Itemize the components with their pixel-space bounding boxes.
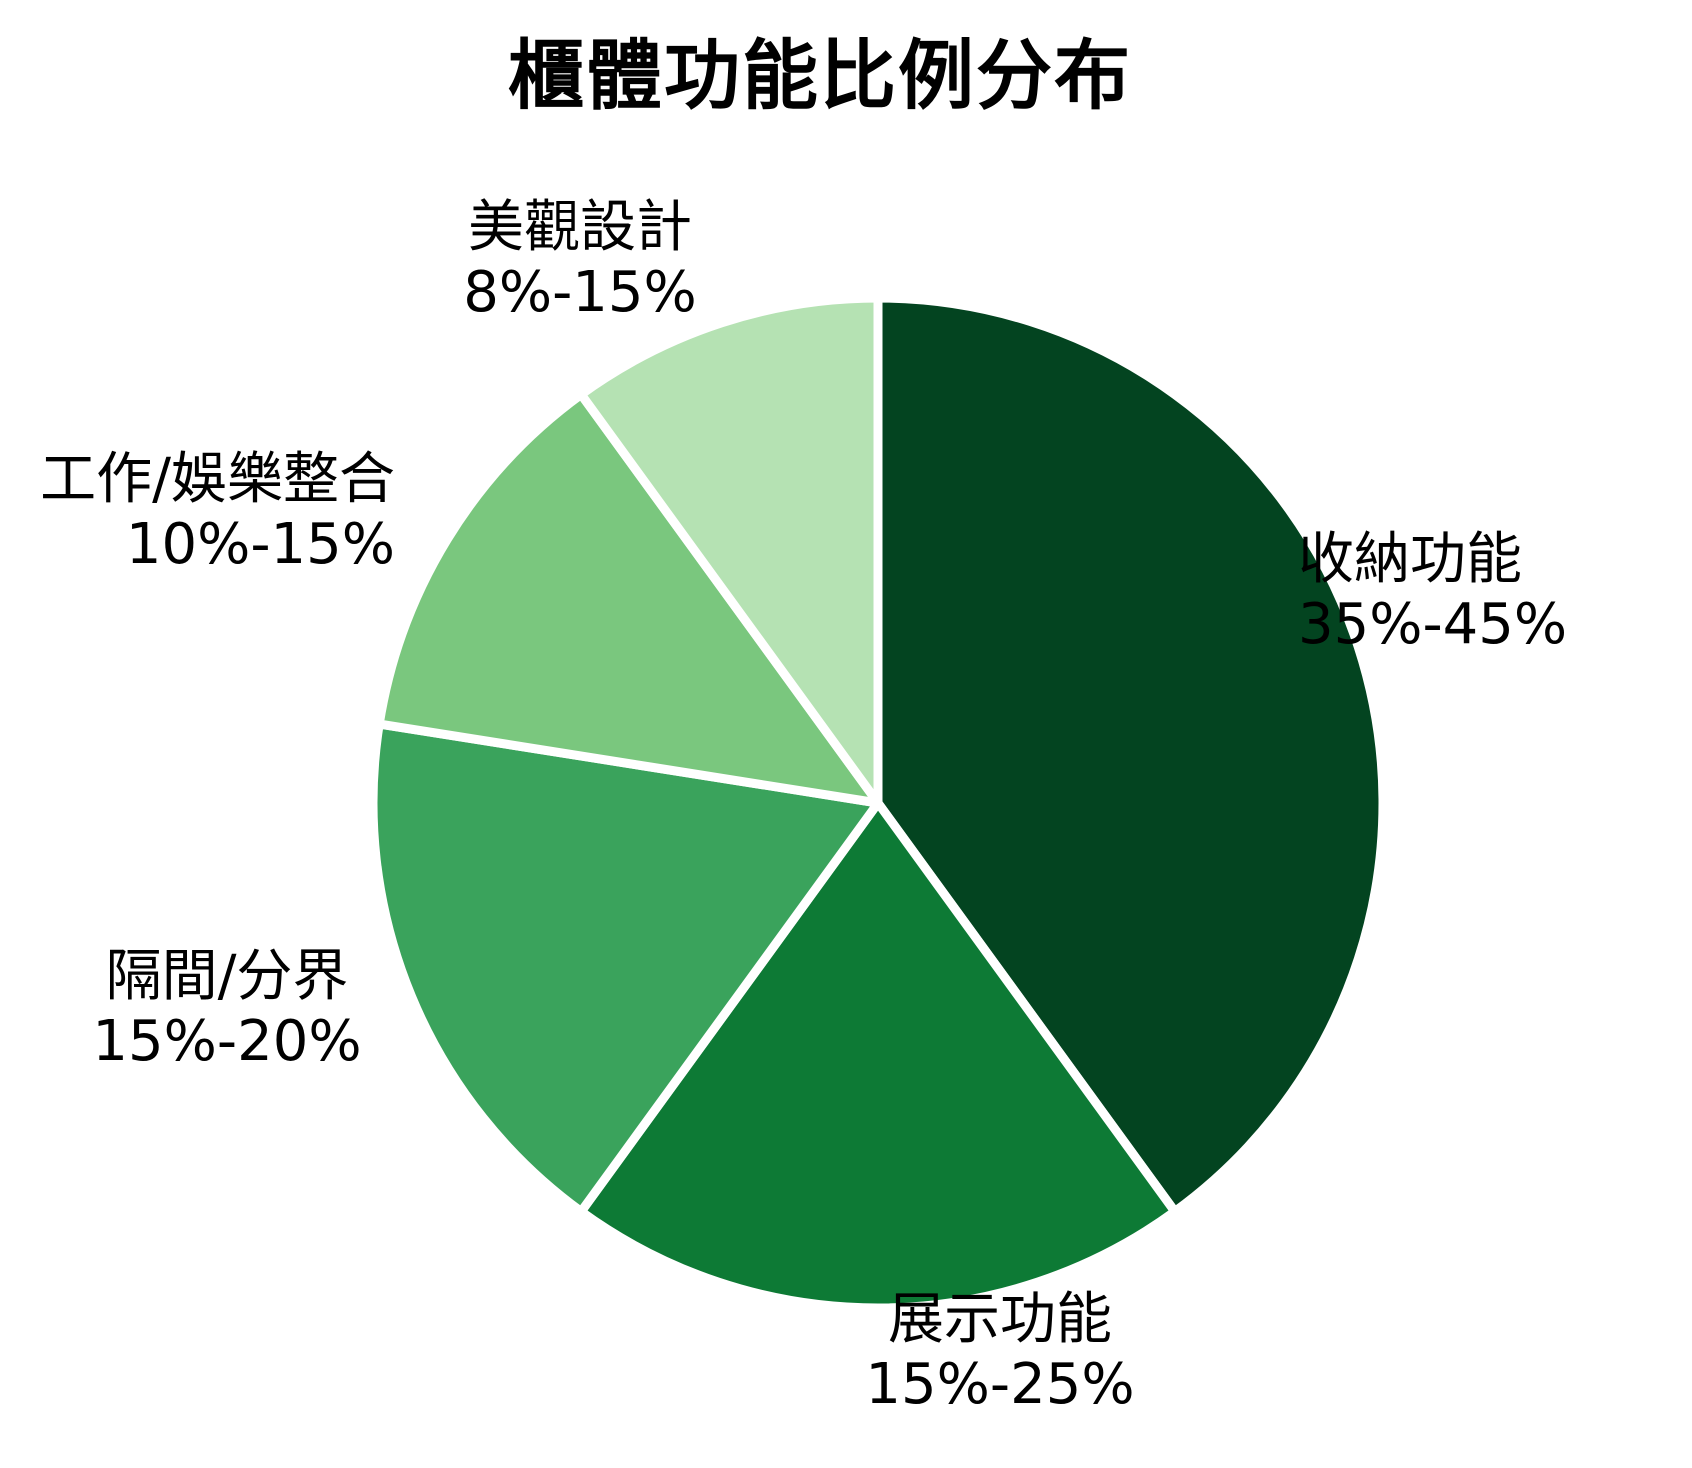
slice-label-partition-range: 15%-20% <box>92 1008 362 1074</box>
slice-label-storage-name: 收納功能 <box>1298 527 1522 592</box>
slice-label-beauty-name: 美觀設計 <box>468 195 692 260</box>
pie-slice-4 <box>374 389 883 808</box>
pie-slice-1 <box>873 293 1388 1217</box>
pie-slice-3 <box>368 719 883 1217</box>
slice-label-work-range: 10%-15% <box>125 511 395 577</box>
pie-slice-2 <box>576 798 1180 1313</box>
slice-label-display-range: 15%-25% <box>865 1351 1135 1417</box>
slice-label-beauty: 美觀設計 8%-15% <box>420 195 740 326</box>
slice-label-work-name: 工作/娛樂整合 <box>40 447 395 512</box>
slice-label-beauty-range: 8%-15% <box>463 259 697 325</box>
slice-label-display-name: 展示功能 <box>888 1287 1112 1352</box>
slice-label-storage: 收納功能 35%-45% <box>1298 527 1638 658</box>
chart-title: 櫃體功能比例分布 <box>508 31 1132 120</box>
pie-slice-5 <box>576 293 883 808</box>
slice-label-partition: 隔間/分界 15%-20% <box>87 944 367 1075</box>
slice-label-display: 展示功能 15%-25% <box>840 1287 1160 1418</box>
slice-label-work: 工作/娛樂整合 10%-15% <box>20 447 395 578</box>
slice-label-partition-name: 隔間/分界 <box>105 944 349 1009</box>
slice-label-storage-range: 35%-45% <box>1298 591 1568 657</box>
